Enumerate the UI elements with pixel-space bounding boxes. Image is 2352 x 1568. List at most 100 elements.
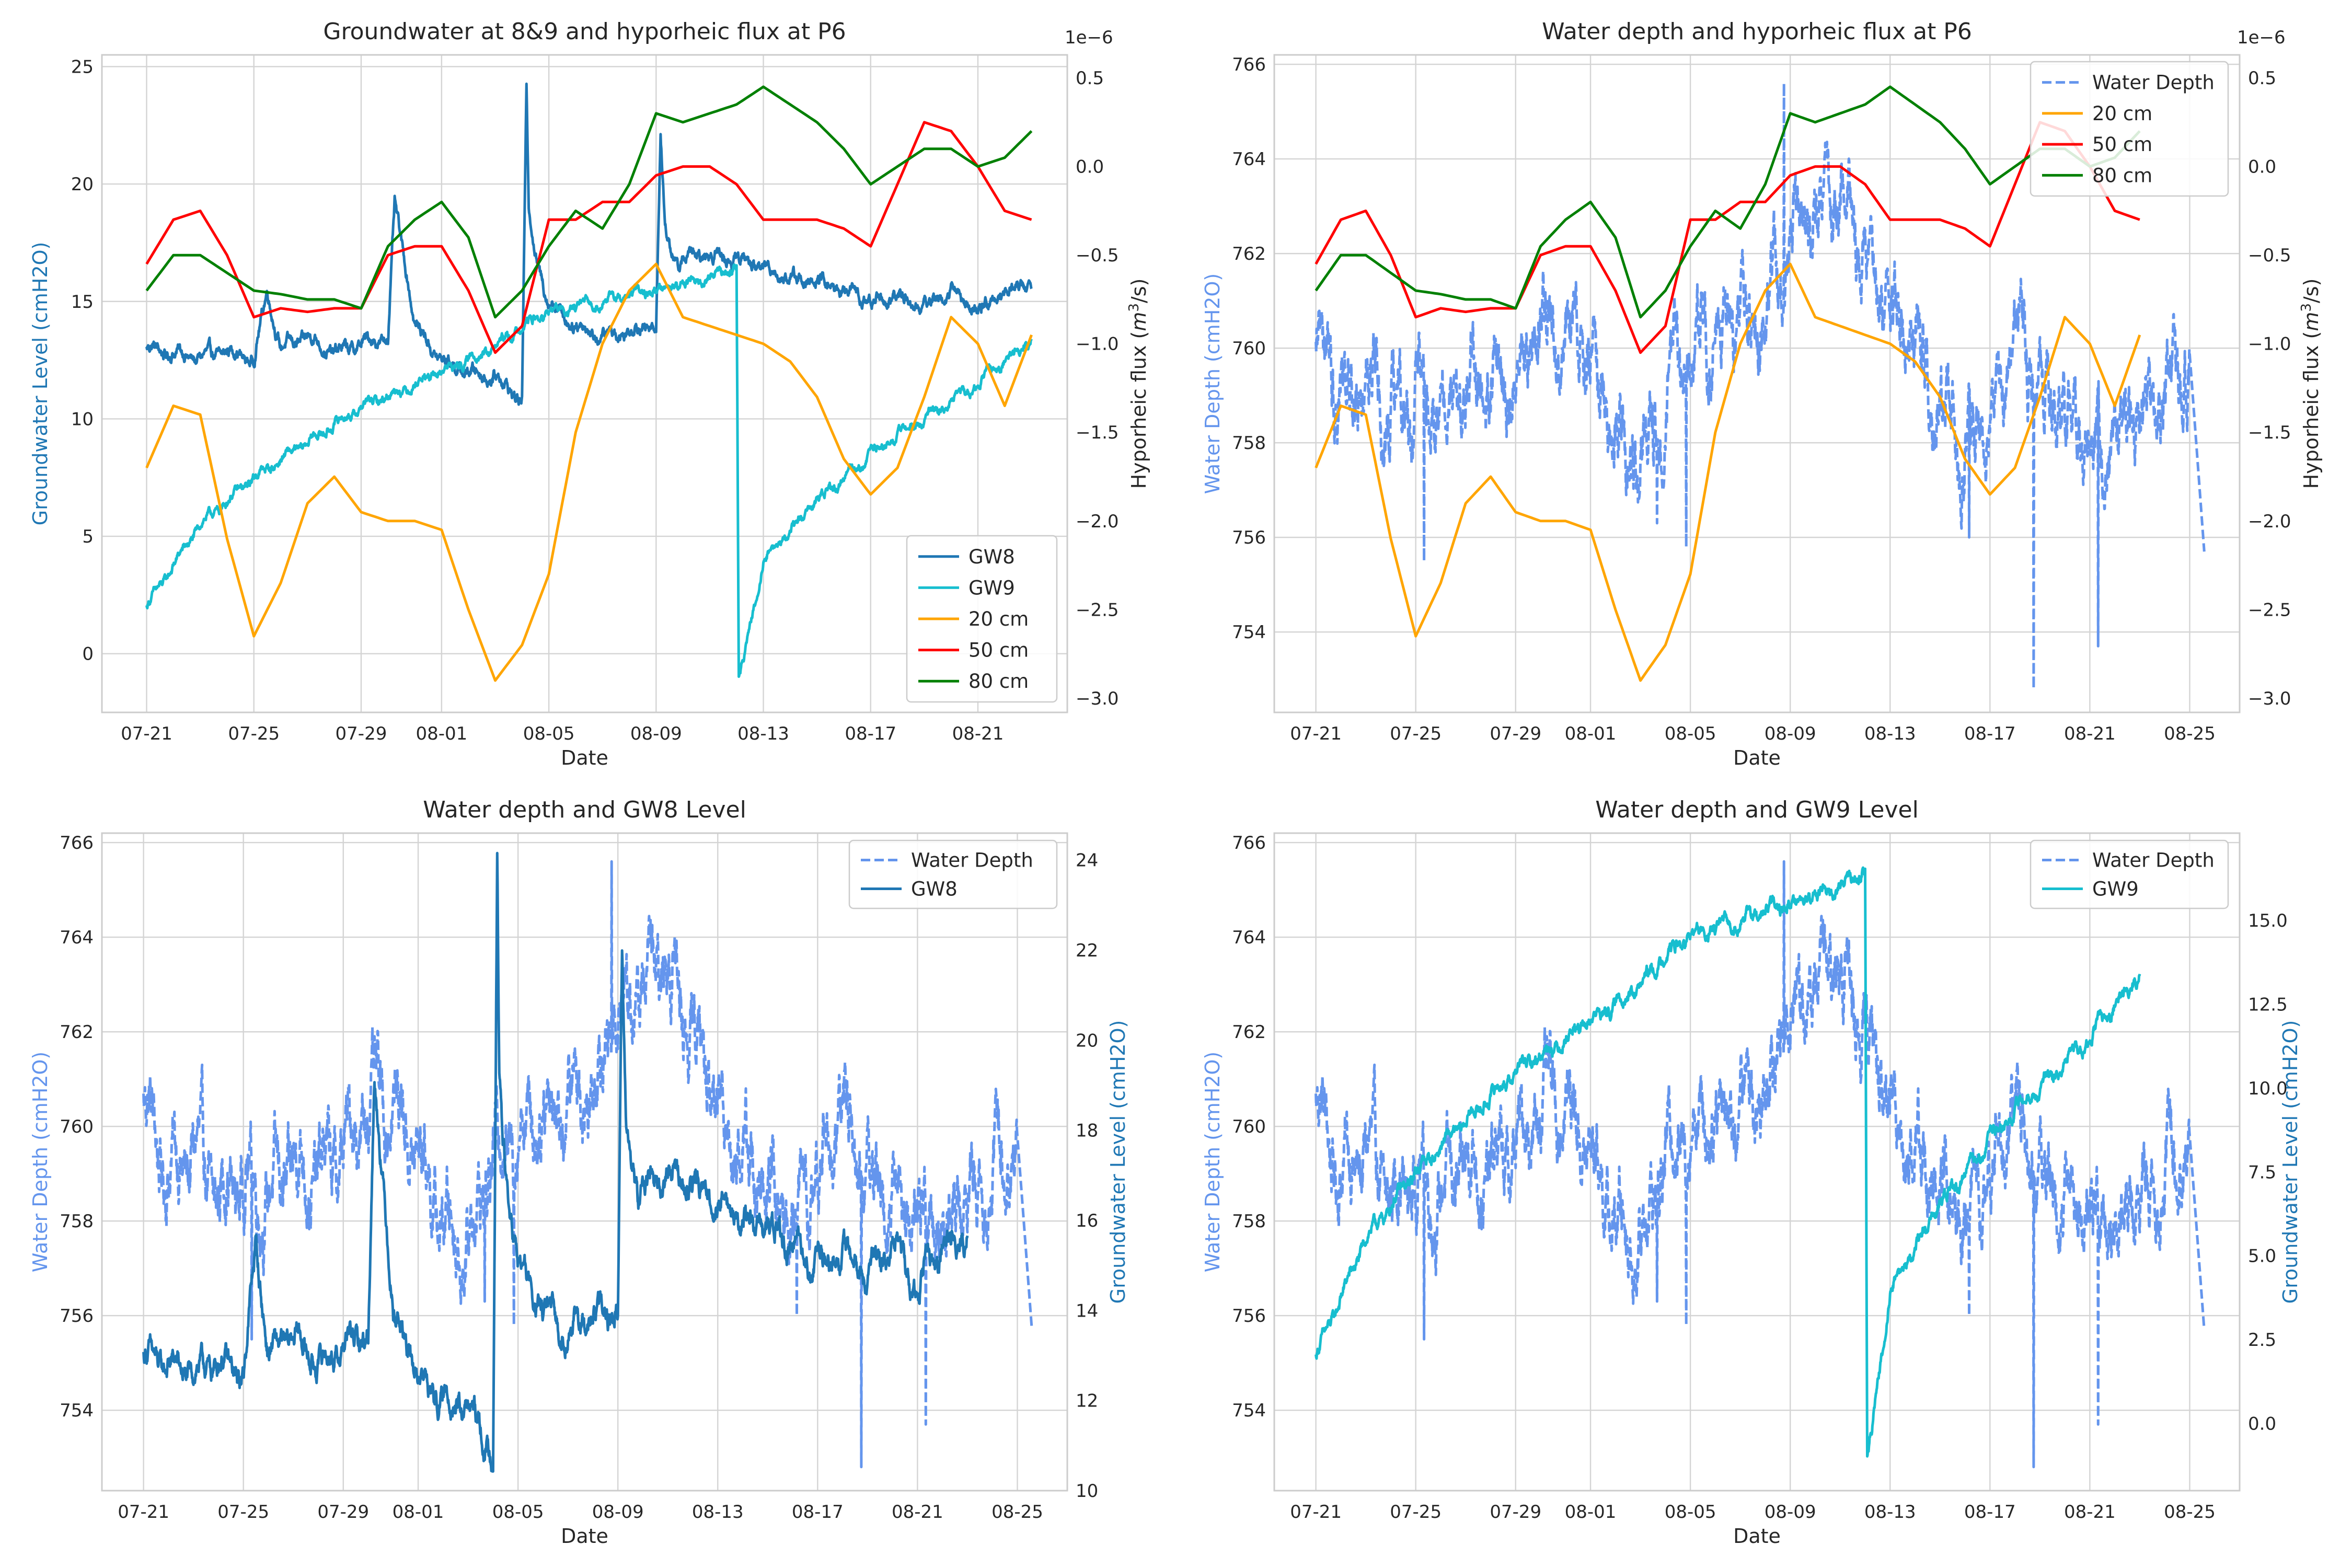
legend: Water Depth GW9: [2030, 839, 2229, 909]
x-tick-label: 08-01: [416, 723, 467, 744]
legend: Water Depth GW8: [848, 839, 1058, 909]
y2-tick-label: 5.0: [2248, 1246, 2276, 1267]
y2-axis-label: Hyporheic flux (m3/s): [2299, 279, 2323, 489]
x-tick-label: 08-25: [2164, 1502, 2216, 1523]
y-tick-label: 764: [1232, 149, 1266, 170]
x-tick-label: 08-09: [1765, 1502, 1816, 1523]
x-tick-label: 08-21: [892, 1502, 943, 1523]
series-line-water-depth: [142, 860, 1033, 1469]
x-tick-label: 07-21: [121, 723, 172, 744]
x-tick-label: 07-29: [1490, 723, 1541, 744]
x-tick-label: 08-09: [630, 723, 682, 744]
y-tick-label: 764: [1232, 927, 1266, 948]
x-tick-label: 08-25: [991, 1502, 1043, 1523]
x-tick-label: 07-29: [336, 723, 387, 744]
legend-box: [2030, 61, 2229, 197]
y2-tick-label: 0.0: [2248, 157, 2276, 178]
y2-axis-label: Groundwater Level (cmH2O): [1106, 1020, 1129, 1304]
y2-tick-label: −1.0: [2248, 334, 2291, 355]
y-tick-label: 756: [1232, 527, 1266, 548]
legend-entry: 20 cm: [969, 608, 1029, 630]
legend-entry: GW9: [969, 577, 1015, 599]
chart-title: Groundwater at 8&9 and hyporheic flux at…: [323, 18, 846, 45]
legend-entry: 20 cm: [2092, 102, 2152, 125]
y-tick-label: 20: [71, 174, 94, 195]
y2-tick-label: 0.0: [1076, 157, 1104, 178]
y-tick-label: 754: [60, 1400, 94, 1421]
series-group: [1315, 860, 2206, 1469]
y2-offset-label: 1e−6: [2237, 27, 2286, 48]
legend-entry: GW9: [2092, 878, 2139, 901]
y-tick-label: 754: [1232, 622, 1266, 643]
y2-tick-label: −2.0: [1076, 511, 1119, 532]
x-tick-label: 08-01: [1565, 723, 1617, 744]
y-tick-label: 758: [1232, 433, 1266, 454]
legend-box: [906, 535, 1058, 703]
x-tick-label: 08-21: [952, 723, 1004, 744]
x-tick-label: 08-17: [1964, 1502, 2016, 1523]
x-tick-label: 07-21: [118, 1502, 169, 1523]
axes-frame: [101, 832, 1068, 1492]
series-line-gw8: [145, 82, 1033, 406]
series-group: [145, 82, 1033, 682]
chart-title: Water depth and GW9 Level: [1595, 797, 1919, 823]
legend-entry: Water Depth: [911, 849, 1033, 872]
y2-tick-label: −1.0: [1076, 334, 1119, 355]
y-tick-label: 10: [71, 409, 94, 430]
legend-box: [2030, 839, 2229, 909]
series-line-water-depth: [1315, 860, 2206, 1469]
series-line-gw8: [142, 851, 969, 1473]
x-tick-label: 08-17: [792, 1502, 844, 1523]
x-tick-label: 08-05: [492, 1502, 544, 1523]
y2-tick-label: 18: [1076, 1121, 1098, 1142]
y2-tick-label: 12.5: [2248, 994, 2288, 1015]
x-tick-label: 08-01: [393, 1502, 444, 1523]
y2-tick-label: 10: [1076, 1481, 1098, 1502]
legend-entry: Water Depth: [2092, 849, 2215, 872]
series-line-50-cm: [145, 121, 1032, 354]
axes-frame: [1273, 54, 2241, 713]
chart-title: Water depth and GW8 Level: [423, 797, 746, 823]
y-tick-label: 5: [82, 526, 94, 547]
x-tick-label: 07-25: [1390, 723, 1442, 744]
x-tick-label: 08-25: [2164, 723, 2216, 744]
series-line-80-cm: [145, 85, 1033, 319]
x-tick-label: 08-01: [1565, 1502, 1617, 1523]
y2-tick-label: 2.5: [2248, 1330, 2276, 1351]
series-line-gw9: [145, 263, 1033, 678]
chart-panel-1: 07-21 07-25 07-29 08-01 08-05 08-09 08-13 08-17…: [29, 18, 1150, 769]
y-tick-label: 764: [60, 927, 94, 948]
y-axis-label: Water Depth (cmH2O): [1201, 1052, 1224, 1272]
y-tick-label: 15: [71, 292, 94, 313]
y2-tick-label: 15.0: [2248, 910, 2288, 931]
legend-entry: 80 cm: [969, 670, 1029, 693]
legend: Water Depth 20 cm 50 cm 80 cm: [2030, 61, 2229, 197]
y2-tick-label: 22: [1076, 940, 1098, 961]
y-tick-label: 758: [1232, 1211, 1266, 1232]
x-tick-label: 08-09: [1765, 723, 1816, 744]
y2-tick-label: 16: [1076, 1210, 1098, 1231]
y-axis-label: Water Depth (cmH2O): [1201, 273, 1224, 494]
y-tick-label: 756: [60, 1306, 94, 1327]
y-tick-label: 756: [1232, 1306, 1266, 1327]
x-tick-label: 08-09: [592, 1502, 644, 1523]
legend-entry: 50 cm: [2092, 133, 2152, 156]
chart-panel-4: 07-21 07-25 07-29 08-01 08-05 08-09 08-13 08-17…: [1201, 797, 2302, 1548]
legend-entry: GW8: [969, 546, 1015, 568]
y2-tick-label: −0.5: [2248, 245, 2291, 266]
y2-tick-label: 20: [1076, 1030, 1098, 1051]
x-axis-label: Date: [561, 746, 608, 769]
legend-entry: Water Depth: [2092, 72, 2215, 94]
x-tick-label: 07-21: [1290, 723, 1342, 744]
y2-axis-label: Hyporheic flux (m3/s): [1126, 279, 1150, 489]
y2-offset-label: 1e−6: [1065, 27, 1113, 48]
y-tick-label: 766: [1232, 54, 1266, 75]
y2-tick-label: −2.5: [2248, 599, 2291, 620]
y-tick-label: 762: [1232, 244, 1266, 264]
x-tick-label: 08-17: [1964, 723, 2016, 744]
x-tick-label: 08-13: [1864, 1502, 1916, 1523]
x-tick-label: 07-25: [1390, 1502, 1442, 1523]
chart-title: Water depth and hyporheic flux at P6: [1542, 18, 1972, 45]
chart-panel-2: 07-21 07-25 07-29 08-01 08-05 08-09 08-13 08-17…: [1201, 18, 2323, 769]
